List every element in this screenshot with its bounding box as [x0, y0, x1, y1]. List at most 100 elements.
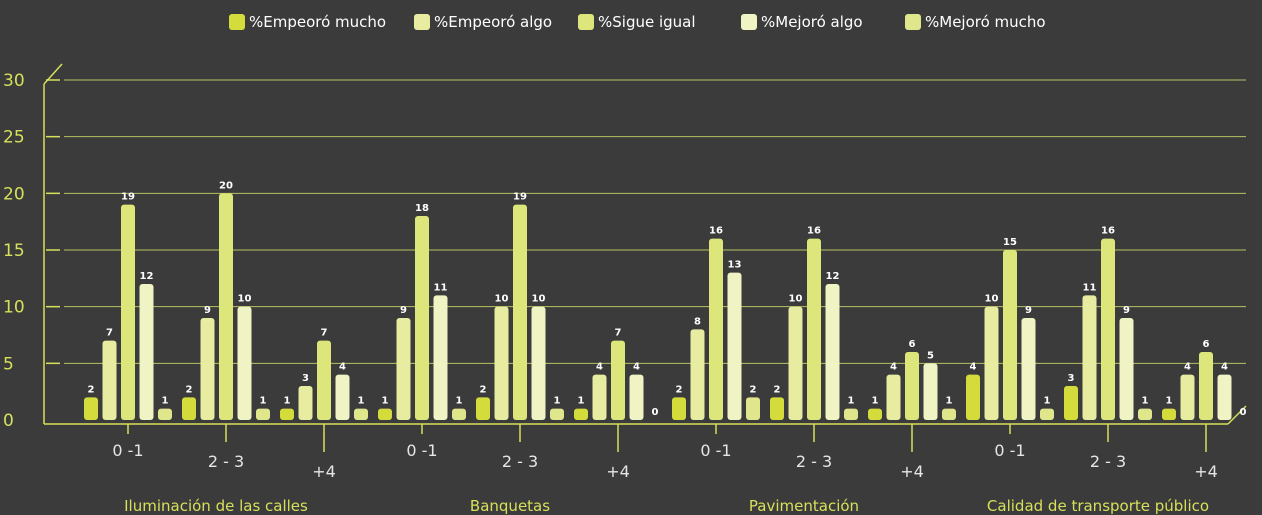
group-label: Iluminación de las calles	[124, 497, 308, 515]
x-tick-label: +4	[606, 462, 630, 481]
x-tick-label: +4	[312, 462, 336, 481]
data-label: 4	[970, 362, 977, 373]
bar	[1217, 374, 1232, 420]
data-label: 10	[238, 294, 252, 305]
bar	[102, 340, 117, 420]
data-label: 1	[872, 396, 879, 407]
bar	[807, 238, 821, 420]
y-tick-label: 25	[3, 128, 25, 148]
data-label: 6	[1203, 339, 1210, 350]
bar	[1199, 352, 1213, 420]
data-label: 10	[985, 294, 999, 305]
data-label: 1	[456, 396, 463, 407]
data-label: 1	[1142, 396, 1149, 407]
y-tick-label: 15	[3, 241, 25, 261]
data-label: 2	[88, 384, 95, 395]
bar	[592, 374, 607, 420]
data-label: 18	[415, 203, 429, 214]
data-label: 9	[1025, 305, 1032, 316]
bar	[709, 238, 723, 420]
x-tick-label: 2 - 3	[796, 452, 832, 471]
bar	[219, 193, 233, 420]
data-label: 13	[728, 260, 742, 271]
bar	[629, 374, 644, 420]
data-label: 6	[909, 339, 916, 350]
x-axis-break	[1227, 405, 1247, 425]
grid-lines	[64, 79, 1246, 364]
bar	[825, 284, 840, 420]
bar	[494, 306, 509, 420]
data-label: 16	[807, 226, 821, 237]
bar	[84, 397, 98, 420]
bar	[378, 408, 392, 420]
bar	[298, 386, 313, 420]
data-label: 12	[140, 271, 154, 282]
legend: %Empeoró mucho %Empeoró algo %Sigue igual%…	[229, 13, 1046, 31]
group-label: Banquetas	[470, 497, 550, 515]
bar	[1162, 408, 1176, 420]
bar	[121, 204, 135, 420]
data-label: 7	[106, 328, 113, 339]
bar	[335, 374, 350, 420]
legend-swatch	[578, 14, 594, 30]
data-label: 1	[358, 396, 365, 407]
bar	[415, 216, 429, 420]
data-label: 1	[946, 396, 953, 407]
legend-label: %Mejoró algo	[761, 13, 863, 31]
data-label: 1	[382, 396, 389, 407]
bar	[923, 363, 938, 420]
x-tick-label: +4	[900, 462, 924, 481]
x-tick-label: 2 - 3	[208, 452, 244, 471]
x-tick-label: 0 -1	[994, 441, 1025, 460]
bar	[256, 408, 270, 420]
data-label: 1	[554, 396, 561, 407]
data-label: 2	[750, 384, 757, 395]
data-label: 2	[186, 384, 193, 395]
bar	[905, 352, 919, 420]
bar	[611, 340, 625, 420]
data-label: 16	[1101, 226, 1115, 237]
bar	[1064, 386, 1078, 420]
data-label: 2	[480, 384, 487, 395]
x-tick-label: 0 -1	[406, 441, 437, 460]
legend-label: %Empeoró mucho	[249, 13, 386, 31]
bar	[531, 306, 546, 420]
y-axis-break	[43, 63, 63, 85]
bar	[182, 397, 196, 420]
bar	[513, 204, 527, 420]
bar	[354, 408, 368, 420]
bar	[1138, 408, 1152, 420]
bar	[942, 408, 956, 420]
data-label: 5	[927, 350, 934, 361]
y-tick-label: 5	[3, 354, 14, 374]
data-label: 0	[1240, 407, 1247, 418]
data-label: 10	[789, 294, 803, 305]
x-tick-label: 2 - 3	[502, 452, 538, 471]
legend-label: %Empeoró algo	[434, 13, 552, 31]
data-label: 3	[302, 373, 309, 384]
bar	[476, 397, 490, 420]
bar	[770, 397, 784, 420]
data-label: 19	[121, 192, 135, 203]
bar	[200, 318, 215, 420]
bar	[280, 408, 294, 420]
data-label: 1	[848, 396, 855, 407]
data-label: 1	[1166, 396, 1173, 407]
data-label: 12	[826, 271, 840, 282]
data-label: 1	[260, 396, 267, 407]
data-label: 2	[676, 384, 683, 395]
bar	[139, 284, 154, 420]
data-label: 11	[434, 282, 448, 293]
bar	[574, 408, 588, 420]
y-tick-label: 20	[3, 184, 25, 204]
bar	[550, 408, 564, 420]
bar	[317, 340, 331, 420]
data-label: 9	[400, 305, 407, 316]
bar	[690, 329, 705, 420]
bar	[984, 306, 999, 420]
bar	[886, 374, 901, 420]
data-label: 1	[578, 396, 585, 407]
data-label: 7	[321, 328, 328, 339]
